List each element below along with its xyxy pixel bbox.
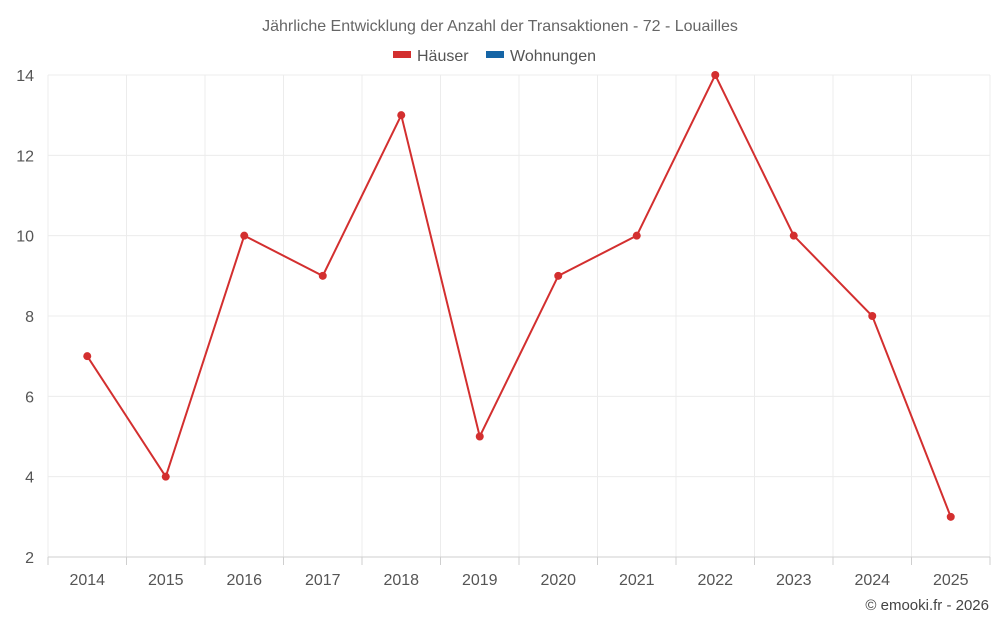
y-tick-label: 10 [16, 229, 34, 246]
y-tick-label: 4 [25, 470, 34, 487]
data-point[interactable] [161, 472, 170, 481]
x-tick-label: 2021 [619, 572, 655, 589]
chart-title: Jährliche Entwicklung der Anzahl der Tra… [262, 18, 738, 35]
data-point[interactable] [475, 432, 484, 441]
legend-swatch-haeuser [393, 51, 411, 58]
data-point[interactable] [711, 71, 720, 79]
grid [47, 74, 991, 557]
y-tick-label: 2 [25, 550, 34, 567]
x-tick-label: 2023 [776, 572, 812, 589]
legend: Häuser Wohnungen [393, 48, 596, 65]
x-tick-label: 2022 [697, 572, 733, 589]
x-tick-label: 2025 [933, 572, 969, 589]
x-tick-label: 2019 [462, 572, 498, 589]
y-tick-label: 12 [16, 148, 34, 165]
x-tick-label: 2014 [69, 572, 105, 589]
data-point[interactable] [946, 512, 955, 521]
data-point[interactable] [397, 111, 406, 120]
x-tick-label: 2018 [383, 572, 419, 589]
x-tick-label: 2015 [148, 572, 184, 589]
y-tick-label: 6 [25, 389, 34, 406]
legend-label-wohnungen: Wohnungen [510, 48, 596, 65]
data-point[interactable] [632, 231, 641, 240]
y-tick-label: 8 [25, 309, 34, 326]
axes: 2 4 6 8 10 12 14 2014 2015 2016 2017 2018 2019 2020 20… [16, 68, 991, 589]
credit-text: © emooki.fr - 2026 [865, 597, 989, 614]
data-point[interactable] [868, 312, 877, 320]
x-tick-label: 2020 [540, 572, 576, 589]
data-point[interactable] [83, 352, 92, 361]
x-tick-label: 2016 [226, 572, 262, 589]
data-point[interactable] [318, 271, 327, 280]
x-tick-label: 2017 [305, 572, 341, 589]
legend-item-wohnungen[interactable]: Wohnungen [486, 48, 596, 65]
y-tick-label: 14 [16, 68, 34, 85]
legend-swatch-wohnungen [486, 51, 504, 58]
legend-label-haeuser: Häuser [417, 48, 469, 65]
data-point[interactable] [554, 271, 563, 280]
series-line-0 [86, 72, 952, 518]
x-tick-label: 2024 [854, 572, 890, 589]
series-layer [83, 71, 955, 521]
data-point[interactable] [240, 231, 249, 240]
legend-item-haeuser[interactable]: Häuser [393, 48, 469, 65]
data-point[interactable] [789, 231, 798, 240]
